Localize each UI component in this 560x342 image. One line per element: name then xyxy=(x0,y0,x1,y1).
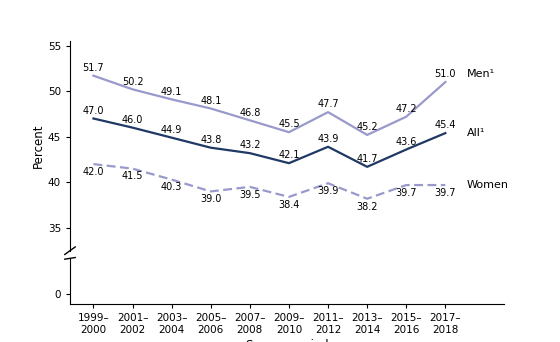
Text: 50.2: 50.2 xyxy=(122,77,143,87)
Text: 38.4: 38.4 xyxy=(278,200,300,210)
Text: 47.2: 47.2 xyxy=(395,104,417,114)
Text: 39.9: 39.9 xyxy=(318,186,339,196)
Text: 43.9: 43.9 xyxy=(318,134,339,144)
Text: 48.1: 48.1 xyxy=(200,96,221,106)
Text: 43.2: 43.2 xyxy=(239,140,260,150)
Text: 38.2: 38.2 xyxy=(356,201,378,211)
Text: 46.0: 46.0 xyxy=(122,115,143,125)
Text: 51.7: 51.7 xyxy=(83,63,104,73)
Text: 46.8: 46.8 xyxy=(239,108,260,118)
Text: 47.7: 47.7 xyxy=(318,100,339,109)
Text: 44.9: 44.9 xyxy=(161,125,183,135)
Text: 43.8: 43.8 xyxy=(200,135,221,145)
Text: 49.1: 49.1 xyxy=(161,87,183,96)
Text: 42.1: 42.1 xyxy=(278,150,300,160)
X-axis label: Survey period: Survey period xyxy=(246,339,328,342)
Text: 40.3: 40.3 xyxy=(161,182,183,192)
Text: 43.6: 43.6 xyxy=(395,137,417,147)
Text: 42.0: 42.0 xyxy=(83,167,104,177)
Text: All¹: All¹ xyxy=(467,128,485,138)
Text: 41.7: 41.7 xyxy=(356,154,378,164)
Y-axis label: Percent: Percent xyxy=(32,123,45,168)
Text: 45.2: 45.2 xyxy=(356,122,378,132)
Text: 39.7: 39.7 xyxy=(435,188,456,198)
Text: 45.5: 45.5 xyxy=(278,119,300,129)
Text: 47.0: 47.0 xyxy=(83,106,104,116)
Text: 39.7: 39.7 xyxy=(395,188,417,198)
Text: 39.0: 39.0 xyxy=(200,194,221,204)
Text: 51.0: 51.0 xyxy=(435,69,456,79)
Text: Women: Women xyxy=(467,180,509,190)
Text: 39.5: 39.5 xyxy=(239,190,260,200)
Text: 41.5: 41.5 xyxy=(122,171,143,181)
Text: 45.4: 45.4 xyxy=(435,120,456,130)
Text: Men¹: Men¹ xyxy=(467,69,495,79)
